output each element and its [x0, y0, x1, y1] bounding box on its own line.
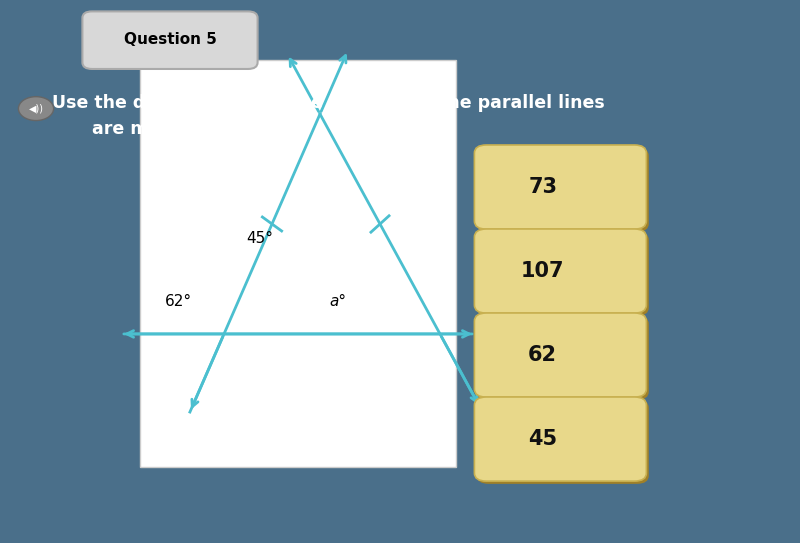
- FancyBboxPatch shape: [474, 145, 646, 229]
- FancyBboxPatch shape: [477, 148, 649, 232]
- FancyBboxPatch shape: [474, 313, 646, 397]
- Text: Use the diagram to find the value of: Use the diagram to find the value of: [52, 94, 414, 112]
- FancyBboxPatch shape: [477, 232, 649, 316]
- Text: Question 5: Question 5: [124, 31, 217, 47]
- FancyBboxPatch shape: [477, 400, 649, 484]
- Text: 62: 62: [528, 345, 557, 365]
- Text: 45°: 45°: [246, 231, 274, 247]
- FancyBboxPatch shape: [477, 315, 649, 400]
- Text: 62°: 62°: [166, 294, 193, 309]
- FancyBboxPatch shape: [474, 397, 646, 481]
- FancyBboxPatch shape: [474, 229, 646, 313]
- Text: a°: a°: [330, 294, 346, 309]
- Circle shape: [18, 97, 54, 121]
- FancyBboxPatch shape: [82, 11, 258, 69]
- Text: ◀)): ◀)): [29, 104, 43, 113]
- Text: . The parallel lines: . The parallel lines: [423, 94, 605, 112]
- Text: 45: 45: [528, 429, 558, 449]
- Text: are marked.: are marked.: [92, 120, 210, 138]
- FancyBboxPatch shape: [140, 60, 456, 467]
- Text: 107: 107: [521, 261, 564, 281]
- Text: a: a: [416, 94, 428, 112]
- Text: 73: 73: [528, 177, 557, 197]
